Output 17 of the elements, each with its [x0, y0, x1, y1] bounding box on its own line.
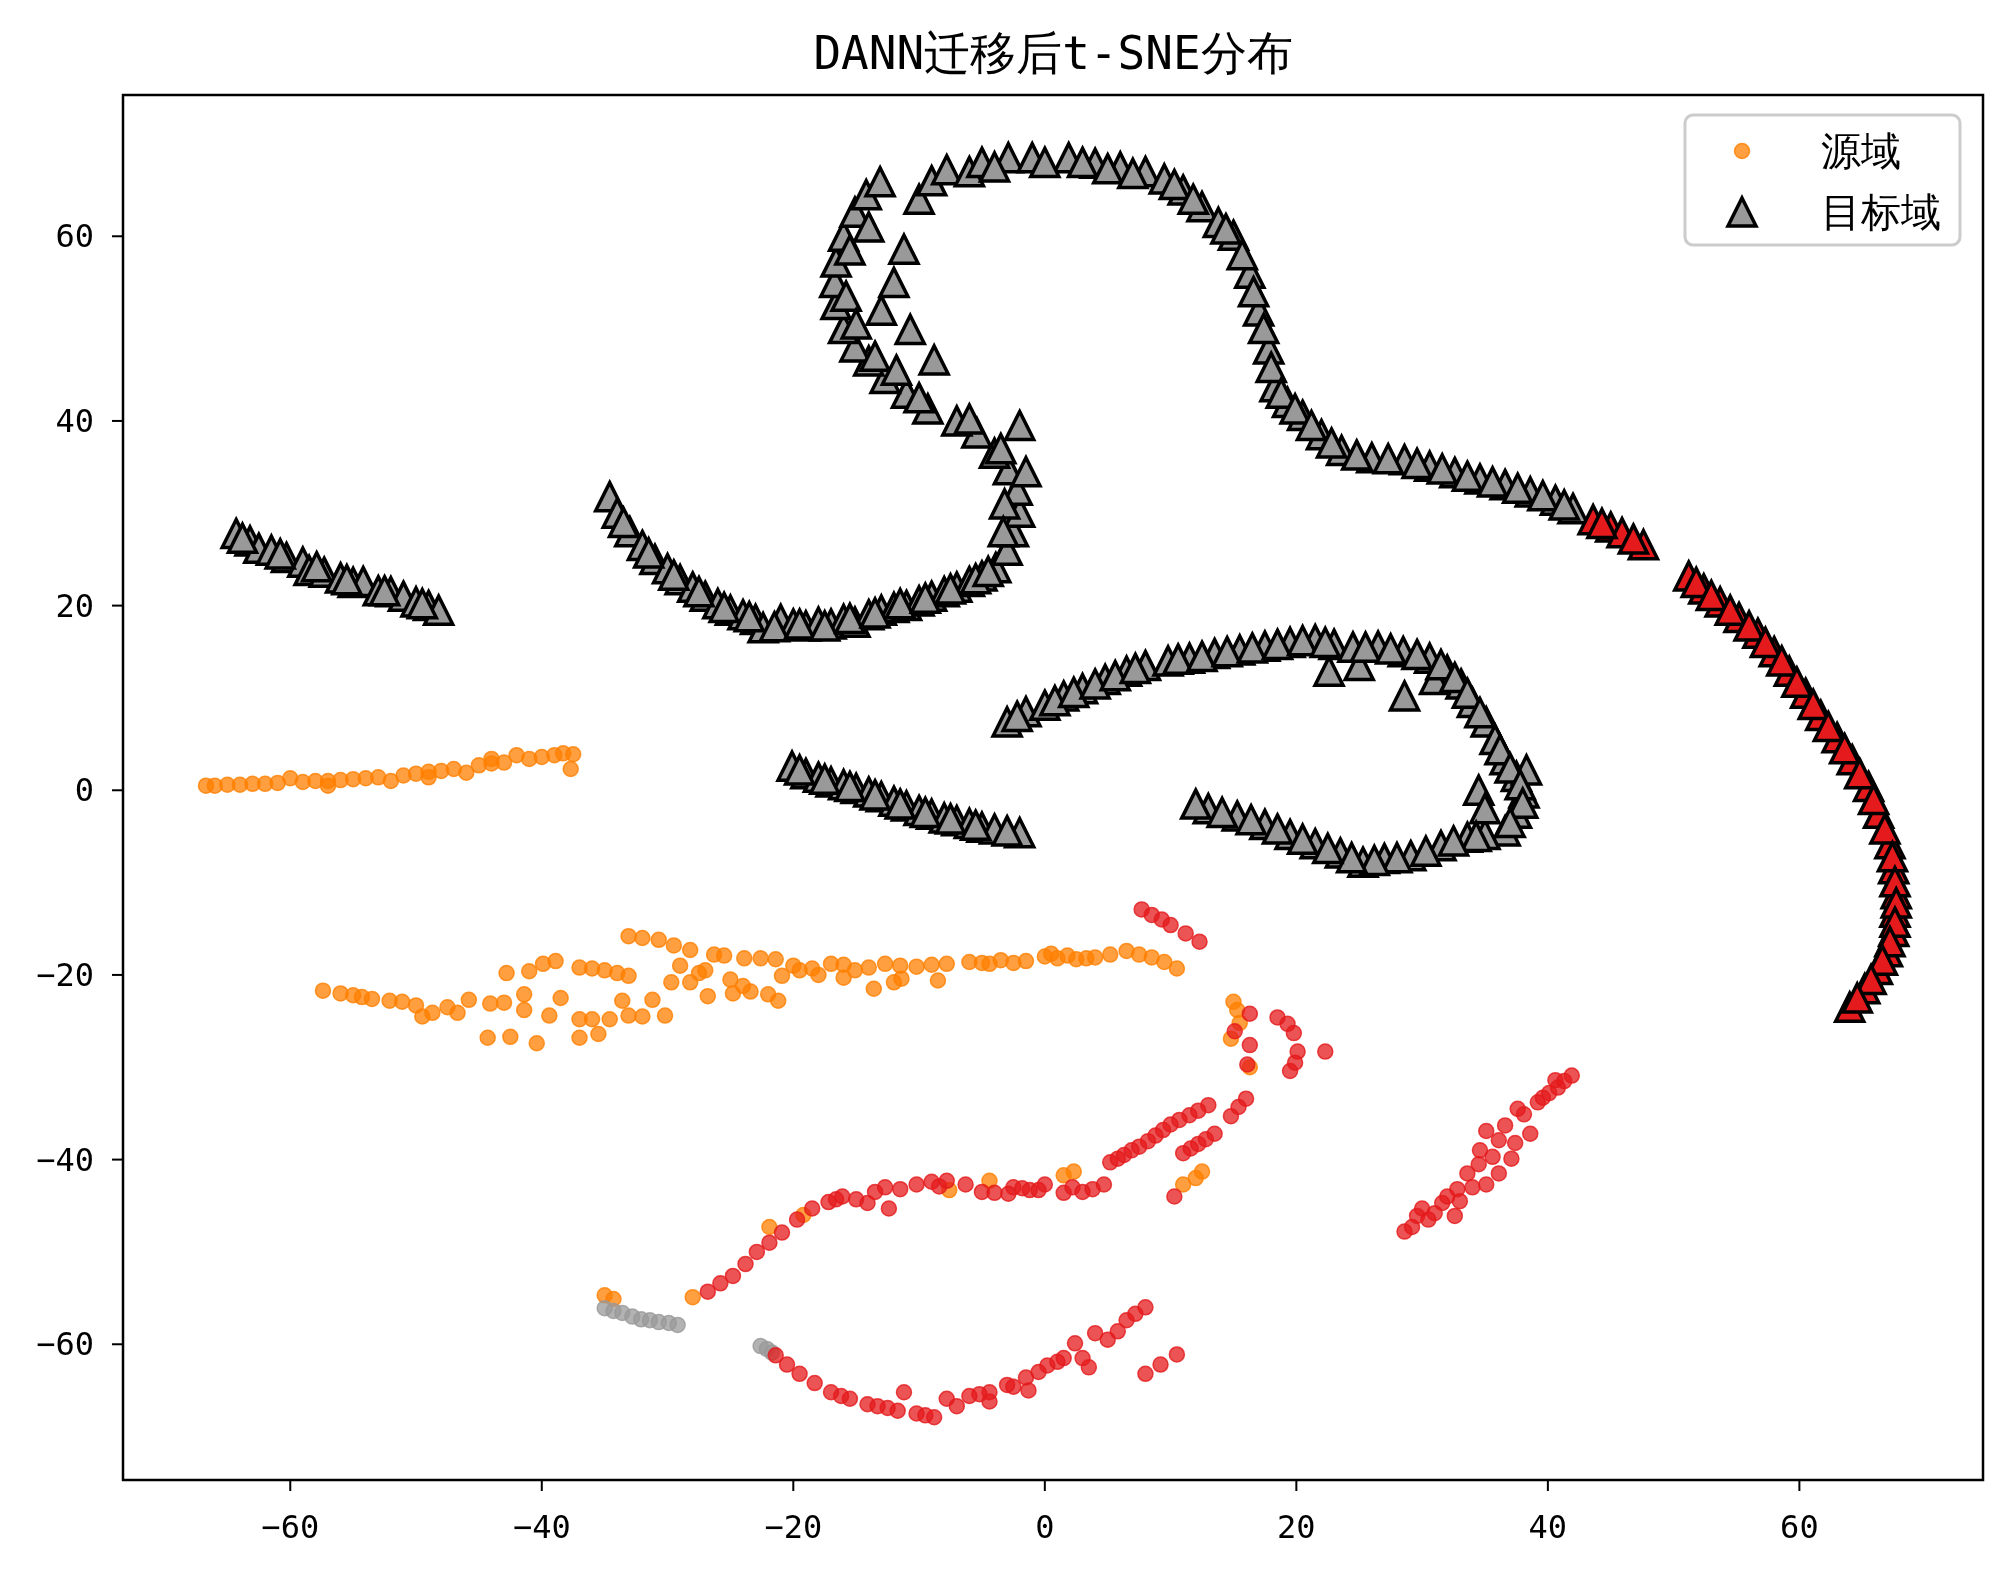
y-tick-label: 20 [55, 586, 94, 625]
y-tick-label: 0 [74, 771, 94, 810]
x-tick-label: 20 [1277, 1508, 1316, 1546]
legend-label: 源域 [1821, 128, 1901, 174]
y-tick-label: −60 [36, 1325, 94, 1364]
y-tick-label: −20 [36, 955, 94, 994]
x-tick-label: 40 [1528, 1508, 1568, 1546]
x-tick-label: −20 [764, 1508, 823, 1546]
y-tick-label: 40 [55, 401, 94, 440]
x-tick-label: −60 [261, 1508, 320, 1546]
y-tick-label: 60 [55, 217, 94, 256]
x-tick-label: 60 [1780, 1508, 1819, 1546]
chart-title: DANN迁移后t-SNE分布 [813, 26, 1293, 80]
y-tick-label: −40 [36, 1140, 94, 1179]
x-tick-label: 0 [1035, 1508, 1055, 1546]
x-tick-label: −40 [512, 1508, 571, 1546]
legend-label: 目标域 [1821, 189, 1941, 235]
